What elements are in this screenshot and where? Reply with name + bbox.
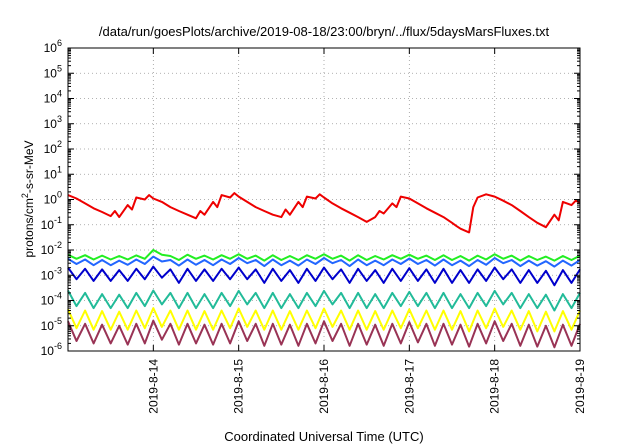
y-axis-ticks: 10-6 10-5 10-4 10-3 10-2 10-1 100 101 102 103 104 1… — [41, 38, 580, 358]
y-tick-label: 104 — [44, 89, 62, 106]
y-tick-label: 10-6 — [41, 341, 62, 358]
x-tick-label: 2019-8-18 — [488, 359, 502, 414]
series-line-6 — [67, 307, 581, 333]
y-tick-label: 100 — [44, 190, 62, 207]
series-line-4 — [67, 265, 581, 287]
y-tick-label: 10-5 — [41, 316, 62, 333]
grid-lines — [68, 48, 580, 351]
y-tick-label: 10-1 — [41, 215, 62, 232]
x-tick-label: 2019-8-15 — [232, 359, 246, 414]
y-tick-label: 10-4 — [41, 291, 62, 308]
x-tick-label: 2019-8-16 — [317, 359, 331, 414]
y-tick-label: 10-3 — [41, 265, 62, 282]
x-tick-label: 2019-8-17 — [402, 359, 416, 414]
x-tick-label: 2019-8-19 — [573, 359, 587, 414]
series-line-5 — [67, 289, 581, 312]
y-tick-label: 102 — [44, 139, 62, 156]
y-tick-label: 106 — [44, 38, 62, 55]
series-line-3 — [67, 255, 581, 268]
y-tick-label: 10-2 — [41, 240, 62, 257]
x-axis-ticks: 2019-8-14 2019-8-15 2019-8-16 2019-8-17 2019… — [146, 48, 587, 414]
y-tick-label: 105 — [44, 63, 62, 80]
chart-title: /data/run/goesPlots/archive/2019-08-18/2… — [99, 24, 550, 39]
series-line-1 — [67, 192, 581, 234]
y-tick-label: 101 — [44, 164, 62, 181]
series-lines — [67, 192, 581, 349]
x-axis-label: Coordinated Universal Time (UTC) — [224, 429, 423, 444]
y-axis-label: protons/cm2-s-sr-MeV — [20, 140, 36, 257]
series-line-2 — [67, 249, 581, 262]
series-line-7 — [67, 319, 581, 349]
y-tick-label: 103 — [44, 114, 62, 131]
x-tick-label: 2019-8-14 — [146, 359, 160, 414]
